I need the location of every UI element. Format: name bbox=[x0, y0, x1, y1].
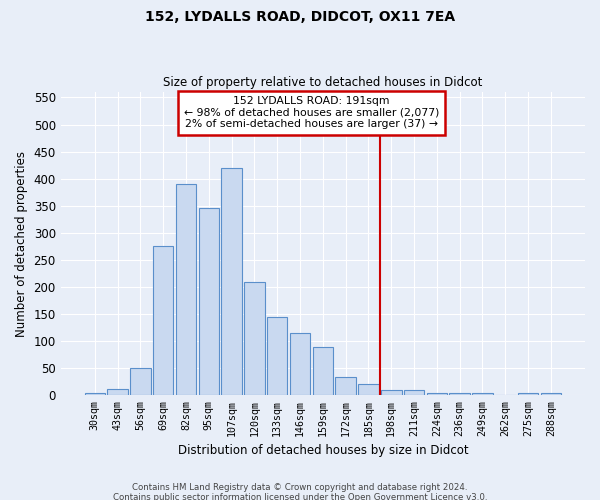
Bar bbox=[130, 368, 151, 396]
Bar bbox=[267, 317, 287, 396]
Bar bbox=[541, 392, 561, 396]
Y-axis label: Number of detached properties: Number of detached properties bbox=[15, 150, 28, 336]
Bar bbox=[472, 392, 493, 396]
Text: 152 LYDALLS ROAD: 191sqm
← 98% of detached houses are smaller (2,077)
2% of semi: 152 LYDALLS ROAD: 191sqm ← 98% of detach… bbox=[184, 96, 439, 129]
Bar bbox=[449, 392, 470, 396]
Text: 152, LYDALLS ROAD, DIDCOT, OX11 7EA: 152, LYDALLS ROAD, DIDCOT, OX11 7EA bbox=[145, 10, 455, 24]
X-axis label: Distribution of detached houses by size in Didcot: Distribution of detached houses by size … bbox=[178, 444, 468, 458]
Bar bbox=[221, 168, 242, 396]
Bar bbox=[313, 346, 333, 396]
Title: Size of property relative to detached houses in Didcot: Size of property relative to detached ho… bbox=[163, 76, 482, 90]
Bar bbox=[176, 184, 196, 396]
Text: Contains HM Land Registry data © Crown copyright and database right 2024.: Contains HM Land Registry data © Crown c… bbox=[132, 484, 468, 492]
Bar bbox=[244, 282, 265, 396]
Bar bbox=[518, 392, 538, 396]
Text: Contains public sector information licensed under the Open Government Licence v3: Contains public sector information licen… bbox=[113, 494, 487, 500]
Bar bbox=[85, 392, 105, 396]
Bar bbox=[358, 384, 379, 396]
Bar bbox=[199, 208, 219, 396]
Bar bbox=[290, 333, 310, 396]
Bar bbox=[153, 246, 173, 396]
Bar bbox=[107, 389, 128, 396]
Bar bbox=[335, 378, 356, 396]
Bar bbox=[427, 392, 447, 396]
Bar bbox=[381, 390, 401, 396]
Bar bbox=[404, 390, 424, 396]
